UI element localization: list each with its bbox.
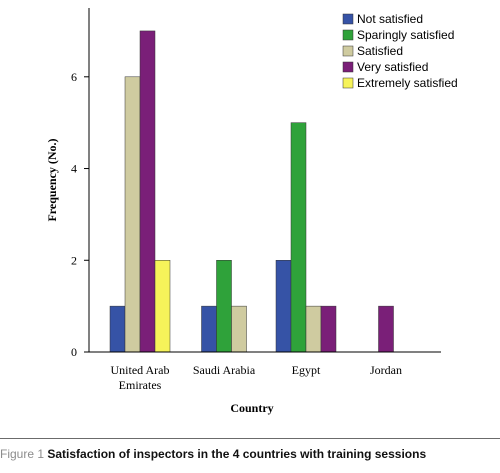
y-tick-label: 4	[71, 162, 77, 176]
x-labels-group: United Arab Emirates Saudi Arabia Egypt Jord…	[111, 363, 403, 392]
y-ticks-group: 0 2 4 6	[71, 70, 89, 359]
bar	[320, 305, 337, 353]
caption-text: Satisfaction of inspectors in the 4 coun…	[47, 447, 427, 461]
x-tick-label: Egypt	[292, 363, 321, 377]
y-tick-label: 2	[71, 253, 77, 267]
bar	[378, 305, 394, 353]
x-tick-label: Jordan	[370, 363, 402, 377]
legend-label: Sparingly satisfied	[357, 28, 454, 42]
bar	[124, 76, 141, 353]
bar	[305, 305, 322, 353]
x-tick-label: Saudi Arabia	[193, 363, 256, 377]
legend-swatch	[342, 77, 354, 89]
legend-label: Not satisfied	[357, 12, 423, 26]
bar	[109, 305, 126, 353]
y-tick-label: 0	[71, 345, 77, 359]
legend-swatch	[342, 13, 354, 25]
bar	[275, 260, 292, 353]
bar	[231, 305, 247, 353]
bar-chart: 0 2 4 6 United Arab Emirates Saudi Arabia Egyp…	[45, 8, 458, 415]
legend-label: Very satisfied	[357, 60, 428, 74]
bar	[216, 260, 232, 353]
x-axis-title: Country	[230, 401, 273, 415]
y-axis-title: Frequency (No.)	[45, 138, 59, 221]
caption-divider	[0, 438, 500, 439]
legend-swatch	[342, 45, 354, 57]
figure-label: Figure 1	[0, 447, 45, 461]
figure-caption: Figure 1 Satisfaction of inspectors in t…	[0, 447, 500, 461]
bar	[201, 305, 217, 353]
bars-group	[109, 30, 394, 353]
bar	[290, 122, 307, 353]
legend-label: Extremely satisfied	[357, 76, 458, 90]
bar	[154, 260, 171, 353]
legend-label: Satisfied	[357, 44, 403, 58]
legend: Not satisfied Sparingly satisfied Satisfie…	[342, 12, 458, 90]
legend-swatch	[342, 61, 354, 73]
bar	[139, 30, 156, 353]
y-tick-label: 6	[71, 70, 77, 84]
legend-swatch	[342, 29, 354, 41]
x-tick-label: United Arab Emirates	[111, 363, 170, 392]
